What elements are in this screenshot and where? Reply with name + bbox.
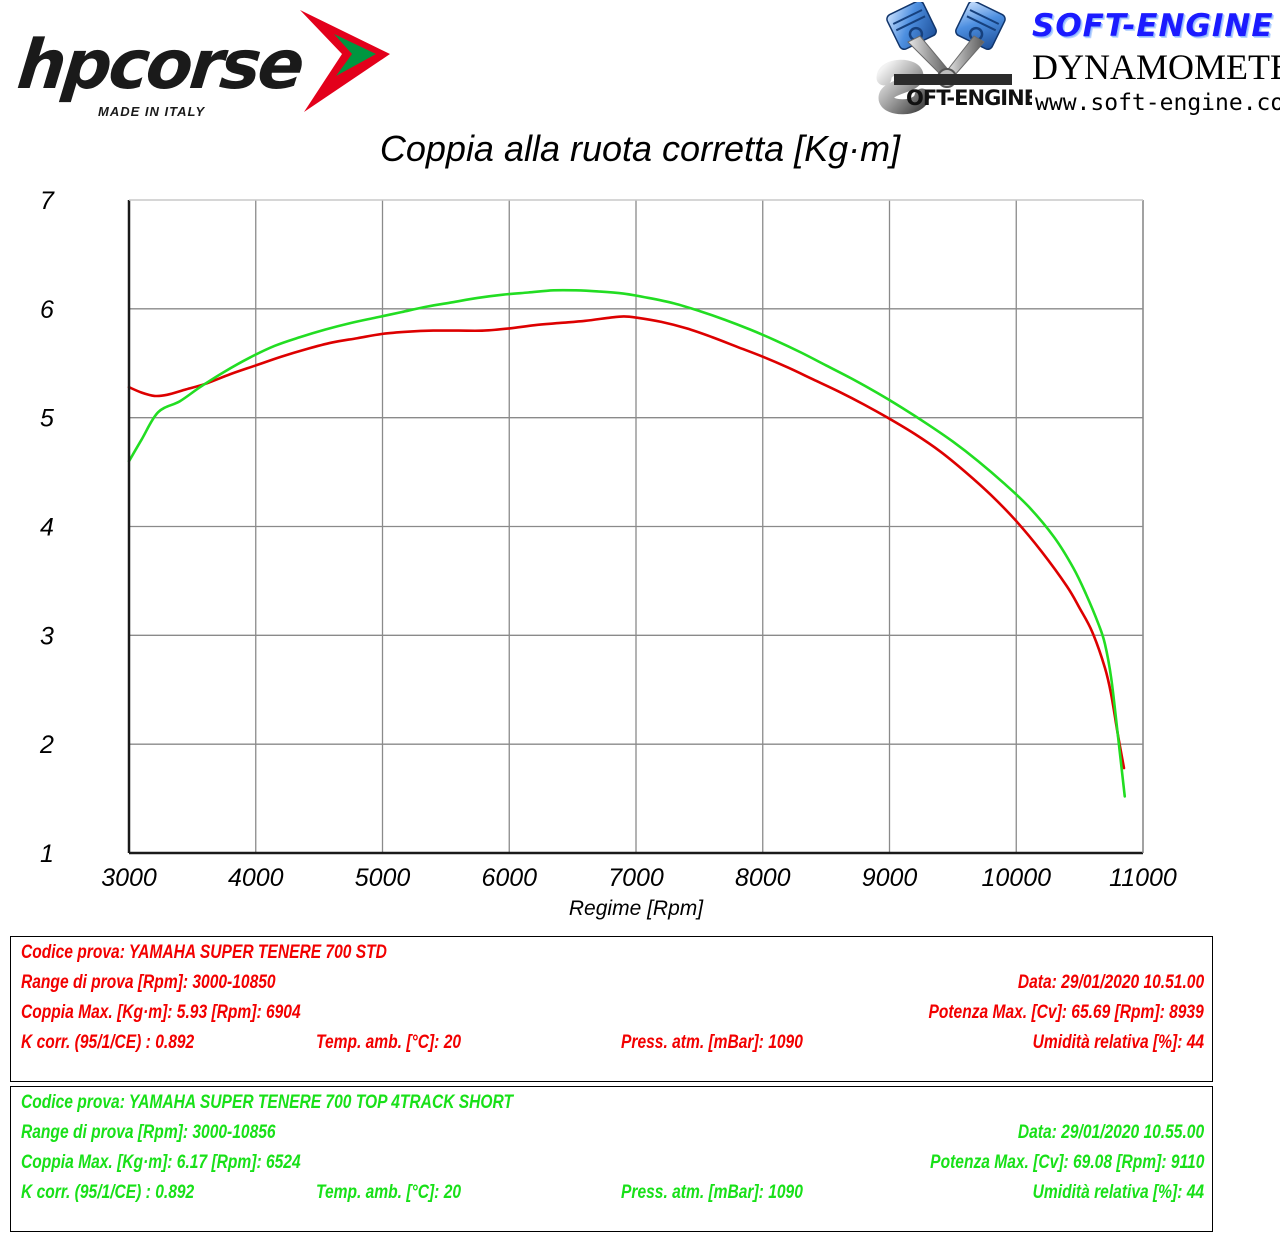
info-field: Potenza Max. [Cv]: 65.69 [Rpm]: 8939: [928, 1002, 1204, 1023]
info-field: Coppia Max. [Kg·m]: 5.93 [Rpm]: 6904: [21, 1002, 301, 1023]
x-tick-11000: 11000: [1109, 864, 1177, 892]
run-info-box-red: Codice prova: YAMAHA SUPER TENERE 700 ST…: [10, 936, 1213, 1082]
soft-engine-logo: OFT-ENGINE SOFT-ENGINE DYNAMOMETERS www.…: [872, 2, 1280, 122]
x-tick-10000: 10000: [981, 864, 1051, 892]
v-piston-engine-icon: OFT-ENGINE: [876, 2, 1032, 115]
info-row: Codice prova: YAMAHA SUPER TENERE 700 TO…: [11, 1092, 1212, 1122]
info-field: Data: 29/01/2020 10.51.00: [1017, 972, 1204, 993]
x-tick-6000: 6000: [481, 864, 537, 892]
series-line-2: [127, 288, 1127, 798]
x-axis-title: Regime [Rpm]: [569, 897, 704, 920]
info-field: Temp. amb. [°C]: 20: [316, 1182, 462, 1203]
soft-engine-brand-text: SOFT-ENGINE: [1032, 8, 1274, 44]
info-field: Press. atm. [mBar]: 1090: [621, 1032, 803, 1053]
y-tick-6: 6: [40, 296, 54, 324]
info-field: Coppia Max. [Kg·m]: 6.17 [Rpm]: 6524: [21, 1152, 301, 1173]
info-field: Data: 29/01/2020 10.55.00: [1017, 1122, 1204, 1143]
soft-engine-url-text: www.soft-engine.com: [1035, 90, 1280, 116]
soft-engine-product-text: DYNAMOMETERS: [1032, 47, 1280, 87]
y-tick-1: 1: [40, 840, 54, 868]
info-row: Range di prova [Rpm]: 3000-10850 Data: 29…: [11, 972, 1212, 1002]
x-tick-3000: 3000: [101, 864, 157, 892]
chart-frame: [127, 199, 1144, 855]
svg-text:OFT-ENGINE: OFT-ENGINE: [906, 86, 1032, 110]
info-field: Range di prova [Rpm]: 3000-10856: [21, 1122, 276, 1143]
run-info-box-green: Codice prova: YAMAHA SUPER TENERE 700 TO…: [10, 1086, 1213, 1232]
info-row: K corr. (95/1/CE) : 0.892 Temp. amb. [°C]…: [11, 1182, 1212, 1212]
chart-y-tick-labels: 1 2 3 4 5 6 7: [39, 187, 55, 868]
y-tick-5: 5: [40, 405, 54, 433]
chart-series-lines: [127, 288, 1127, 798]
info-field: Umidità relativa [%]: 44: [1032, 1032, 1204, 1053]
info-field: Codice prova: YAMAHA SUPER TENERE 700 TO…: [21, 1092, 514, 1113]
x-tick-7000: 7000: [608, 864, 664, 892]
info-field: Temp. amb. [°C]: 20: [316, 1032, 462, 1053]
info-field: K corr. (95/1/CE) : 0.892: [21, 1182, 195, 1203]
chart-gridlines: [129, 200, 1144, 853]
hp-corse-tagline: MADE IN ITALY: [98, 104, 206, 119]
header-logos: hpcorse MADE IN ITALY: [0, 0, 1280, 126]
dyno-torque-chart: 3000 4000 5000 6000 7000 8000 9000 10000 11000 1…: [39, 187, 1177, 920]
info-field: Codice prova: YAMAHA SUPER TENERE 700 ST…: [21, 942, 387, 963]
x-tick-9000: 9000: [862, 864, 918, 892]
y-tick-4: 4: [40, 514, 54, 542]
y-tick-2: 2: [39, 731, 54, 759]
hp-corse-arrow-icon: [300, 10, 390, 112]
info-row: Coppia Max. [Kg·m]: 5.93 [Rpm]: 6904 Pote…: [11, 1002, 1212, 1032]
info-field: Umidità relativa [%]: 44: [1032, 1182, 1204, 1203]
series-line-1: [127, 315, 1126, 770]
y-tick-7: 7: [40, 187, 55, 215]
info-field: Potenza Max. [Cv]: 69.08 [Rpm]: 9110: [929, 1152, 1204, 1173]
info-row: Codice prova: YAMAHA SUPER TENERE 700 ST…: [11, 942, 1212, 972]
info-field: Press. atm. [mBar]: 1090: [621, 1182, 803, 1203]
x-tick-4000: 4000: [228, 864, 284, 892]
x-tick-8000: 8000: [735, 864, 791, 892]
chart-svg: 3000 4000 5000 6000 7000 8000 9000 10000 11000 1…: [39, 187, 1177, 920]
y-tick-3: 3: [40, 622, 54, 650]
info-field: K corr. (95/1/CE) : 0.892: [21, 1032, 195, 1053]
chart-title: Coppia alla ruota corretta [Kg·m]: [379, 128, 901, 169]
info-row: K corr. (95/1/CE) : 0.892 Temp. amb. [°C]…: [11, 1032, 1212, 1062]
info-row: Range di prova [Rpm]: 3000-10856 Data: 29…: [11, 1122, 1212, 1152]
x-tick-5000: 5000: [355, 864, 411, 892]
chart-x-tick-labels: 3000 4000 5000 6000 7000 8000 9000 10000 11000: [101, 864, 1177, 892]
info-row: Coppia Max. [Kg·m]: 6.17 [Rpm]: 6524 Pote…: [11, 1152, 1212, 1182]
hp-corse-logo: hpcorse MADE IN ITALY: [14, 8, 398, 126]
info-field: Range di prova [Rpm]: 3000-10850: [21, 972, 276, 993]
